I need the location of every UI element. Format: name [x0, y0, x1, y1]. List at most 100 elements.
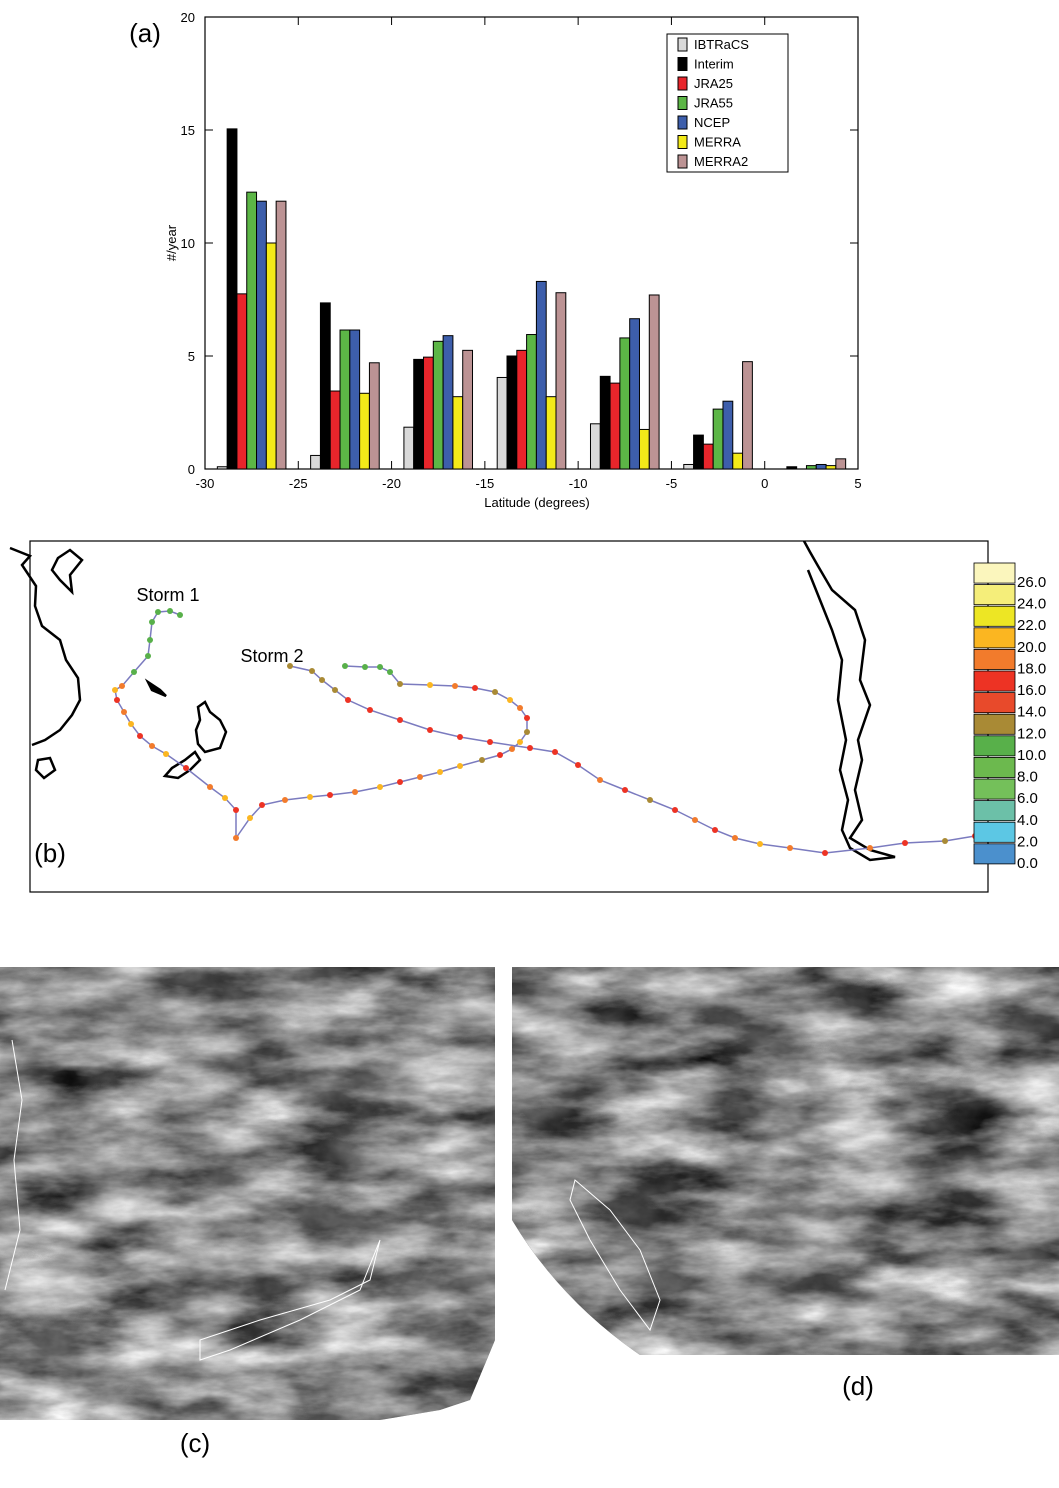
colorbar-box [973, 605, 1016, 627]
track-point [222, 795, 228, 801]
bar [496, 376, 508, 470]
track-point [342, 663, 348, 669]
satellite-image [0, 967, 495, 1420]
colorbar-label: 12.0 [1017, 725, 1046, 742]
track-point [307, 794, 313, 800]
track-point [207, 784, 213, 790]
colorbar-label: 10.0 [1017, 747, 1046, 764]
track-point [575, 762, 581, 768]
storm-track [114, 610, 528, 841]
colorbar-box [973, 800, 1016, 822]
legend-label: JRA55 [694, 96, 733, 111]
colorbar-box [973, 778, 1016, 800]
track-point [487, 739, 493, 745]
track-point [472, 685, 478, 691]
bar [732, 452, 744, 470]
track-point [822, 850, 828, 856]
track-point [902, 840, 908, 846]
track-point [732, 835, 738, 841]
track-point [247, 815, 253, 821]
track-point [597, 777, 603, 783]
track-point [497, 752, 503, 758]
panel-label: (a) [129, 18, 161, 48]
track-point [128, 721, 134, 727]
track-point [527, 745, 533, 751]
colorbar-box [973, 843, 1016, 865]
track-point [942, 838, 948, 844]
colorbar-label: 8.0 [1017, 769, 1038, 786]
colorbar-box [973, 692, 1016, 714]
track-point [145, 653, 151, 659]
legend-label: NCEP [694, 115, 730, 130]
x-axis-label: Latitude (degrees) [484, 495, 590, 510]
bar [462, 349, 474, 470]
track-point [119, 683, 125, 689]
colorbar-label: 2.0 [1017, 833, 1038, 850]
bar [256, 200, 267, 470]
track-point [757, 841, 763, 847]
bar [265, 242, 277, 470]
track-point [397, 681, 403, 687]
bar [506, 355, 518, 470]
legend-label: MERRA [694, 135, 741, 150]
bar [535, 280, 547, 470]
track-point [397, 779, 403, 785]
bar [619, 337, 631, 470]
coastline [144, 678, 167, 698]
colorbar-box [973, 649, 1016, 670]
legend-label: Interim [694, 57, 734, 72]
track-point [352, 789, 358, 795]
track-point [377, 664, 383, 670]
bar [246, 191, 258, 470]
x-tick-label: -20 [382, 476, 401, 491]
colorbar-box [973, 735, 1016, 757]
bar [815, 463, 827, 470]
colorbar-label: 18.0 [1017, 660, 1046, 677]
track-point [387, 669, 393, 675]
track-point [282, 797, 288, 803]
bar [702, 443, 714, 470]
bar [403, 426, 415, 470]
track-point [183, 765, 189, 771]
track-point [397, 717, 403, 723]
colorbar-label: 20.0 [1017, 639, 1046, 656]
storm-label: Storm 1 [136, 585, 199, 605]
y-tick-label: 15 [181, 123, 195, 138]
coastline [194, 700, 228, 754]
legend-label: IBTRaCS [694, 37, 749, 52]
track-point [509, 746, 515, 752]
track-point [437, 769, 443, 775]
track-point [147, 637, 153, 643]
x-tick-label: 0 [761, 476, 768, 491]
track-point [362, 664, 368, 670]
colorbar-box [973, 757, 1016, 778]
bar [555, 292, 567, 470]
bar [275, 200, 287, 470]
coastline [162, 750, 202, 780]
track-point [427, 727, 433, 733]
bar [805, 465, 817, 470]
image-texture [512, 967, 1059, 1355]
track-point [867, 845, 873, 851]
legend-swatch [677, 57, 688, 71]
track-point [517, 705, 523, 711]
coastlines [9, 540, 896, 862]
track-point [517, 739, 523, 745]
track-point [417, 774, 423, 780]
x-tick-label: -15 [475, 476, 494, 491]
bar [693, 434, 704, 470]
bar [712, 408, 724, 470]
legend-swatch [677, 76, 688, 91]
bar [329, 390, 341, 470]
x-tick-label: -25 [289, 476, 308, 491]
coastline [802, 540, 896, 862]
bar [825, 465, 837, 470]
track-point [452, 683, 458, 689]
panel-label: (b) [34, 838, 66, 868]
track-point [163, 751, 169, 757]
track-point [787, 845, 793, 851]
track-point [345, 697, 351, 703]
x-tick-label: -5 [666, 476, 678, 491]
track-point [112, 687, 118, 693]
